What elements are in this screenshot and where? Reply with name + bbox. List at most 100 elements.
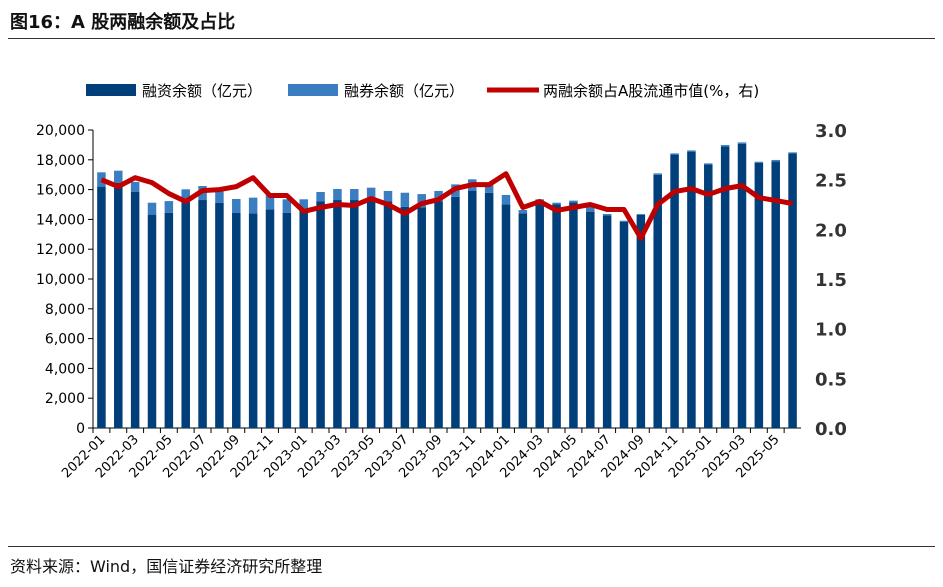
legend-label: 两融余额占A股流通市值(%，右): [543, 82, 759, 100]
bar-financing: [704, 164, 713, 428]
bar-securities-lending: [248, 197, 258, 214]
right-tick-label: 2.0: [815, 220, 847, 241]
left-tick-label: 20,000: [36, 123, 85, 139]
bar-securities-lending: [501, 194, 511, 205]
ratio-line: [100, 171, 794, 241]
bar-financing: [670, 154, 679, 428]
bar-financing: [771, 161, 780, 429]
left-tick-label: 12,000: [36, 242, 85, 258]
bar-financing: [383, 201, 393, 428]
bar-securities-lending: [434, 190, 443, 202]
bar-financing: [97, 186, 106, 428]
bar-securities-lending: [265, 194, 275, 210]
chart: 0 2,000 4,000 6,000 8,000 10,000 12,000 14,000 1…: [36, 82, 847, 481]
bar-securities-lending: [653, 173, 662, 175]
bar-securities-lending: [788, 152, 797, 154]
bar-securities-lending: [299, 199, 308, 209]
bar-financing: [602, 215, 612, 428]
bar-financing: [114, 182, 123, 428]
bar-securities-lending: [215, 190, 224, 203]
bar-securities-lending: [484, 182, 494, 193]
bar-securities-lending: [771, 159, 780, 162]
right-tick-label: 1.0: [815, 320, 847, 341]
left-tick-label: 14,000: [36, 212, 85, 228]
bar-financing: [434, 201, 443, 428]
bar-securities-lending: [704, 163, 713, 165]
bar-securities-lending: [636, 214, 646, 215]
bar-securities-lending: [737, 142, 747, 144]
bar-financing: [232, 212, 241, 428]
bar-securities-lending: [619, 220, 629, 222]
bar-securities-lending: [333, 189, 342, 201]
bar-financing: [417, 207, 426, 428]
bar-securities-lending: [754, 161, 764, 163]
bar-financing: [265, 209, 275, 428]
right-tick-label: 3.0: [815, 121, 847, 142]
left-tick-label: 6,000: [45, 332, 85, 348]
bar-financing: [586, 211, 595, 428]
figure-title: 图16：A 股两融余额及占比: [10, 12, 236, 33]
bar-securities-lending: [552, 202, 561, 205]
bar-financing: [653, 174, 662, 428]
right-tick-label: 1.5: [815, 270, 847, 291]
bar-financing: [400, 206, 410, 428]
bar-financing: [147, 214, 157, 428]
bar-securities-lending: [586, 206, 595, 212]
right-tick-label: 0.5: [815, 369, 847, 390]
bar-financing: [366, 198, 376, 428]
bar-securities-lending: [97, 172, 106, 187]
bar-securities-lending: [181, 189, 190, 201]
bar-financing: [130, 191, 140, 428]
bar-financing: [468, 190, 477, 428]
bar-securities-lending: [350, 189, 359, 201]
bar-securities-lending: [366, 187, 376, 199]
bar-financing: [552, 204, 561, 428]
bar-financing: [215, 202, 224, 428]
bar-securities-lending: [383, 190, 393, 202]
bar-financing: [181, 200, 190, 428]
bar-securities-lending: [147, 202, 157, 215]
bar-financing: [451, 196, 460, 428]
legend-label: 融资余额（亿元）: [142, 82, 262, 100]
legend-swatch: [288, 84, 338, 96]
source-rule: [8, 546, 935, 547]
left-tick-label: 18,000: [36, 153, 85, 169]
bar-financing: [619, 221, 629, 428]
bar-financing: [333, 200, 342, 428]
bar-financing: [636, 214, 646, 428]
legend-swatch: [86, 84, 136, 96]
bar-financing: [518, 213, 528, 428]
bar-securities-lending: [282, 199, 292, 213]
bar-financing: [501, 204, 511, 428]
bar-financing: [687, 151, 696, 429]
bar-securities-lending: [569, 200, 578, 203]
bar-securities-lending: [670, 153, 679, 155]
bar-financing: [484, 192, 494, 428]
bar-financing: [788, 153, 797, 429]
bar-financing: [282, 212, 292, 428]
left-tick-label: 4,000: [45, 361, 85, 377]
left-tick-label: 16,000: [36, 183, 85, 199]
bar-financing: [316, 201, 325, 428]
bar-financing: [720, 146, 730, 428]
bar-financing: [299, 208, 308, 428]
title-rule: [8, 38, 935, 39]
bar-securities-lending: [518, 210, 528, 214]
bar-financing: [754, 162, 764, 428]
bar-securities-lending: [130, 182, 140, 192]
left-tick-label: 0: [76, 421, 85, 437]
bar-securities-lending: [316, 191, 325, 202]
bar-financing: [535, 200, 544, 428]
bar-securities-lending: [114, 170, 123, 183]
legend-label: 融券余额（亿元）: [344, 82, 464, 100]
bar-financing: [164, 212, 174, 428]
left-tick-label: 8,000: [45, 302, 85, 318]
bar-securities-lending: [687, 150, 696, 152]
bar-financing: [569, 202, 578, 428]
bar-securities-lending: [602, 214, 612, 216]
left-tick-label: 10,000: [36, 272, 85, 288]
source-note: 资料来源：Wind，国信证券经济研究所整理: [10, 557, 323, 576]
bar-securities-lending: [417, 194, 426, 208]
right-tick-label: 0.0: [815, 419, 847, 440]
bar-financing: [248, 213, 258, 428]
